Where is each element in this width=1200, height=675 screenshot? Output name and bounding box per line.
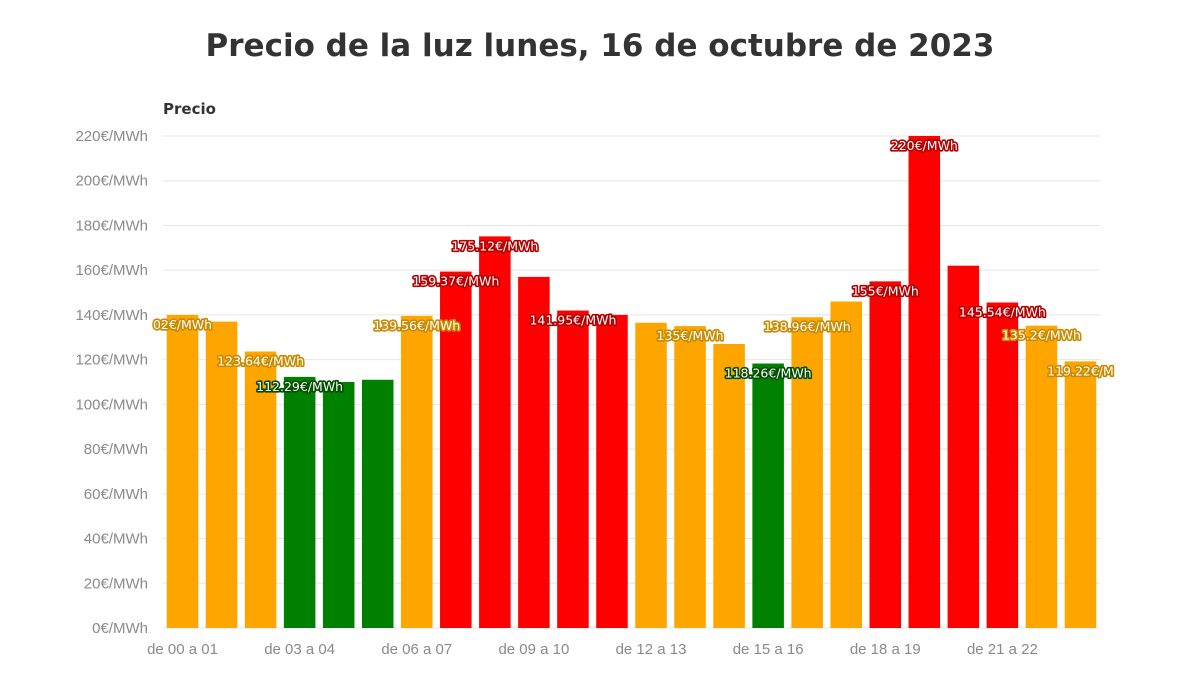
- y-tick-label: 200€/MWh: [75, 173, 148, 190]
- y-tick-label: 40€/MWh: [84, 531, 148, 548]
- bar: [166, 314, 199, 628]
- data-label: 145.54€/MWh: [959, 305, 1046, 320]
- data-label: 02€/MWh: [153, 317, 212, 332]
- bar: [440, 271, 472, 628]
- y-tick-label: 0€/MWh: [92, 620, 148, 637]
- data-label: 135€/MWh: [657, 328, 724, 343]
- bar: [518, 276, 550, 628]
- bars: [166, 136, 1097, 629]
- data-label: 155€/MWh: [852, 283, 919, 298]
- data-label: 141.95€/MWh: [529, 313, 616, 328]
- data-label: 123.64€/MWh: [217, 353, 304, 368]
- gridlines: [163, 135, 1100, 629]
- x-tick-label: de 15 a 16: [733, 641, 804, 658]
- bar: [244, 351, 277, 628]
- y-axis-ticks: 0€/MWh 20€/MWh 40€/MWh 60€/MWh 80€/MWh 100€/M…: [75, 128, 148, 637]
- x-axis-ticks: de 00 a 01 de 03 a 04 de 06 a 07 de 09 a 10…: [147, 641, 1038, 658]
- bar: [869, 281, 902, 628]
- x-tick-label: de 09 a 10: [498, 641, 569, 658]
- data-label: 220€/MWh: [891, 138, 958, 153]
- data-label: 175.12€/MWh: [451, 238, 538, 253]
- bar: [322, 382, 355, 628]
- bar: [205, 321, 238, 628]
- data-label: 139.56€/MWh: [373, 318, 460, 333]
- data-label: 118.26€/MWh: [725, 366, 812, 381]
- data-label: 135.2€/MWh: [1002, 328, 1081, 343]
- bar: [596, 314, 628, 628]
- bar: [635, 322, 667, 628]
- data-label: 138.96€/MWh: [764, 319, 851, 334]
- y-tick-label: 60€/MWh: [84, 486, 148, 503]
- bar: [752, 363, 784, 628]
- y-tick-label: 80€/MWh: [84, 441, 148, 458]
- bar: [791, 317, 823, 628]
- bar: [674, 326, 706, 628]
- bar: [908, 136, 941, 628]
- y-tick-label: 180€/MWh: [75, 217, 148, 234]
- y-tick-label: 120€/MWh: [75, 352, 148, 369]
- y-tick-label: 140€/MWh: [75, 307, 148, 324]
- x-tick-label: de 00 a 01: [147, 641, 218, 658]
- y-tick-label: 160€/MWh: [75, 262, 148, 279]
- bar: [830, 301, 862, 628]
- bar: [986, 302, 1019, 628]
- data-label: 112.29€/MWh: [256, 379, 343, 394]
- x-tick-label: de 18 a 19: [850, 641, 921, 658]
- data-label: 119.22€/M: [1047, 363, 1114, 378]
- chart-title: Precio de la luz lunes, 16 de octubre de…: [205, 28, 995, 64]
- y-tick-label: 20€/MWh: [84, 575, 148, 592]
- bar: [283, 376, 316, 628]
- bar: [479, 236, 511, 629]
- bar: [401, 315, 433, 628]
- bar: [1064, 361, 1097, 628]
- x-tick-label: de 12 a 13: [616, 641, 687, 658]
- bar: [557, 310, 589, 628]
- bar: [947, 265, 980, 628]
- bar: [713, 343, 745, 628]
- data-label: 159.37€/MWh: [412, 274, 499, 289]
- x-tick-label: de 21 a 22: [967, 641, 1038, 658]
- x-tick-label: de 03 a 04: [264, 641, 335, 658]
- y-tick-label: 220€/MWh: [75, 128, 148, 145]
- y-axis-title: Precio: [163, 100, 216, 118]
- x-tick-label: de 06 a 07: [381, 641, 452, 658]
- data-labels: 02€/MWh 123.64€/MWh 112.29€/MWh 139.56€/MWh…: [151, 136, 1115, 395]
- bar: [361, 379, 394, 628]
- y-tick-label: 100€/MWh: [75, 396, 148, 413]
- bar: [1025, 325, 1058, 628]
